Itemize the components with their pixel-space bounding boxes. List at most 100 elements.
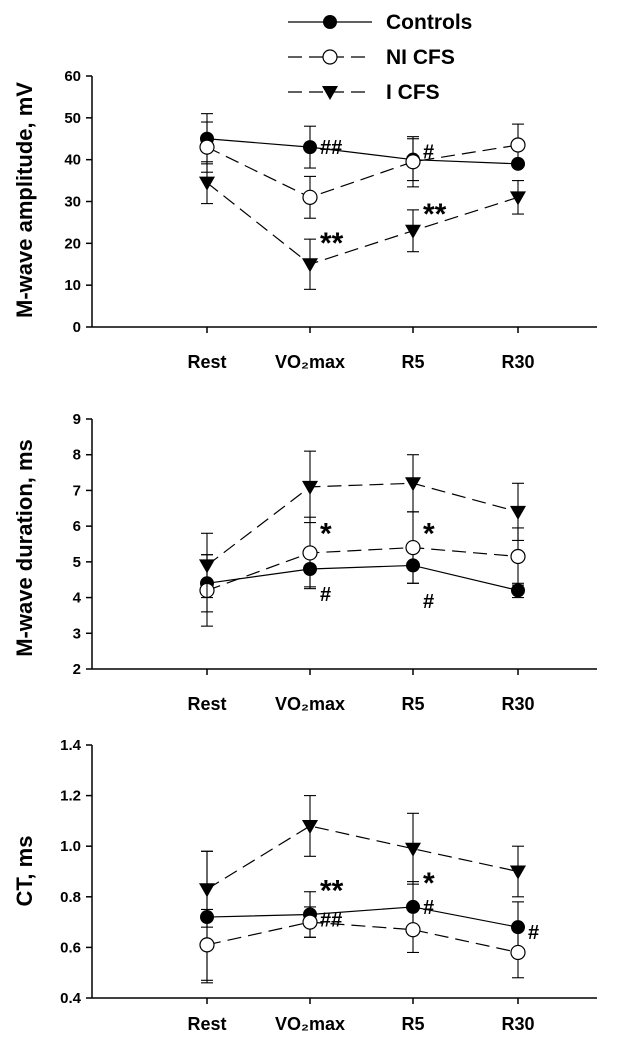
data-point (199, 937, 215, 953)
significance-annotation: ** (320, 227, 344, 260)
significance-annotation: * (423, 867, 435, 900)
y-tick-label: 1.0 (60, 838, 81, 855)
series-line (206, 564, 519, 592)
series-line (206, 144, 519, 198)
y-tick-label: 3 (73, 625, 81, 642)
significance-annotation: # (528, 922, 539, 944)
data-point (302, 819, 318, 834)
data-point (510, 865, 526, 880)
significance-annotation: * (423, 518, 435, 551)
chart-panel-2: 2 3 4 5 6 7 8 9 Rest VO₂max R5 R30 M-wave duration, … (12, 411, 597, 714)
significance-annotation: # (423, 591, 434, 613)
y-tick-label: 9 (73, 411, 81, 428)
x-tick-label: Rest (187, 352, 226, 372)
data-point (405, 224, 421, 239)
significance-annotation: # (423, 141, 434, 163)
series-ni-cfs (199, 121, 526, 219)
significance-annotation: # (423, 897, 434, 919)
significance-annotation: * (320, 518, 332, 551)
y-tick-label: 4 (73, 590, 82, 607)
series-controls (200, 547, 525, 613)
legend-item-controls: Controls (288, 11, 472, 34)
data-point (199, 883, 215, 898)
data-point (303, 140, 317, 155)
y-axis-label: M-wave duration, ms (12, 439, 37, 657)
significance-annotation: ## (320, 910, 342, 932)
data-point (405, 154, 421, 170)
significance-annotation: # (320, 584, 331, 606)
series-line (206, 182, 519, 265)
y-tick-label: 50 (64, 110, 81, 127)
data-point (511, 583, 525, 598)
data-point (302, 189, 318, 205)
data-point (510, 548, 526, 565)
series-i-cfs (199, 795, 526, 928)
y-tick-label: 30 (64, 194, 81, 211)
data-point (405, 539, 421, 556)
series-i-cfs (199, 450, 526, 599)
series-controls (200, 113, 525, 182)
y-tick-label: 1.2 (60, 788, 81, 805)
data-point (405, 842, 421, 857)
series-controls (200, 850, 525, 984)
y-tick-label: 0.4 (60, 990, 82, 1007)
significance-annotation: ## (320, 137, 342, 159)
panels: 0 10 20 30 40 50 60 Rest VO₂max R5 R30 M-wave ampli… (12, 68, 597, 1034)
series-line (206, 138, 519, 165)
y-tick-label: 0 (73, 319, 81, 336)
data-point (510, 944, 526, 961)
data-point (405, 922, 421, 938)
data-point (302, 914, 318, 930)
series-line (206, 546, 519, 591)
y-tick-label: 0.6 (60, 939, 81, 956)
chart-panel-1: 0 10 20 30 40 50 60 Rest VO₂max R5 R30 M-wave ampli… (12, 68, 597, 372)
y-tick-label: 8 (73, 447, 81, 464)
x-tick-label: R5 (401, 352, 424, 372)
data-point (302, 480, 318, 495)
series-ni-cfs (199, 906, 526, 981)
data-point (510, 191, 526, 206)
legend-label: Controls (386, 11, 472, 34)
y-tick-label: 7 (73, 482, 81, 499)
x-tick-label: VO₂max (275, 694, 345, 714)
y-tick-label: 2 (73, 661, 81, 678)
chart-panel-3: 0.4 0.6 0.8 1.0 1.2 1.4 Rest VO₂max R5 R30 CT, ms *… (12, 737, 597, 1034)
x-tick-label: R5 (401, 694, 424, 714)
x-tick-label: R5 (401, 1014, 424, 1034)
data-point (199, 176, 215, 191)
y-tick-label: 60 (64, 68, 81, 85)
data-point (302, 545, 318, 561)
x-tick-label: Rest (187, 694, 226, 714)
y-tick-label: 20 (64, 235, 81, 252)
x-tick-label: Rest (187, 1014, 226, 1034)
x-tick-label: R30 (501, 694, 534, 714)
y-axis-label: CT, ms (12, 836, 37, 907)
legend-label: NI CFS (386, 46, 455, 69)
data-point (510, 505, 526, 520)
legend-marker (322, 49, 338, 65)
series-line (206, 906, 519, 928)
data-point (199, 559, 215, 574)
data-point (199, 139, 215, 155)
series-line (206, 482, 519, 566)
legend: Controls NI CFS I CFS (288, 11, 472, 104)
y-axis-label: M-wave amplitude, mV (12, 82, 37, 318)
significance-annotation: ** (320, 875, 344, 908)
y-tick-label: 0.8 (60, 889, 81, 906)
data-point (405, 477, 421, 492)
legend-marker (322, 86, 338, 100)
data-point (302, 258, 318, 273)
data-point (510, 137, 526, 153)
y-tick-label: 1.4 (60, 737, 82, 754)
legend-marker (323, 15, 337, 29)
x-tick-label: VO₂max (275, 1014, 345, 1034)
y-tick-label: 10 (64, 277, 81, 294)
y-tick-label: 5 (73, 554, 81, 571)
x-tick-label: VO₂max (275, 352, 345, 372)
y-tick-label: 40 (64, 152, 81, 169)
x-tick-label: R30 (501, 352, 534, 372)
series-ni-cfs (199, 511, 526, 627)
significance-annotation: ** (423, 198, 447, 231)
y-tick-label: 6 (73, 518, 81, 535)
